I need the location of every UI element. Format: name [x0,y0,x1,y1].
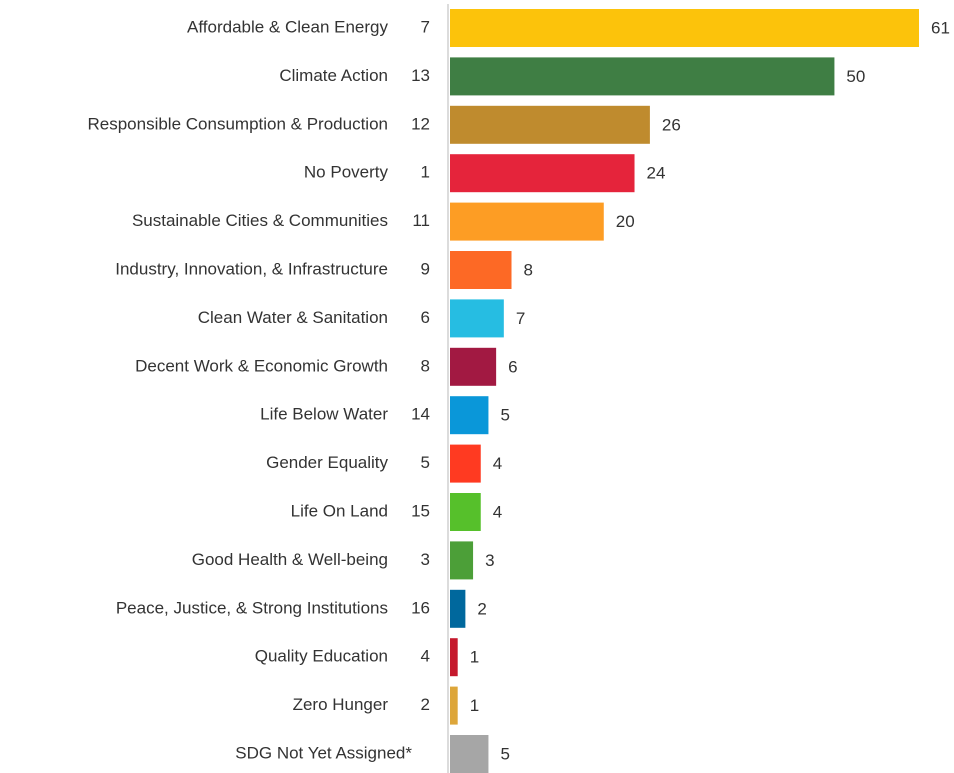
goal-number: 1 [421,163,430,182]
goal-number: 14 [411,405,430,424]
value-label: 61 [931,18,950,37]
value-label: 4 [493,502,502,521]
goal-number: 5 [421,453,430,472]
bar [450,735,489,773]
value-label: 6 [508,357,517,376]
category-label: Industry, Innovation, & Infrastructure [115,259,388,278]
bar [450,686,458,725]
value-label: 1 [470,696,479,715]
goal-number: 8 [421,356,430,375]
value-label: 2 [477,599,486,618]
category-label: SDG Not Yet Assigned* [235,743,412,762]
bar [450,57,835,96]
category-label: Life On Land [291,501,388,520]
goal-number: 3 [421,550,430,569]
category-label: Good Health & Well-being [192,550,388,569]
goal-number: 9 [421,259,430,278]
goal-number: 12 [411,114,430,133]
goal-number: 16 [411,598,430,617]
goal-number: 15 [411,501,430,520]
value-label: 7 [516,309,525,328]
bar [450,105,650,144]
bar [450,9,919,47]
bar [450,251,512,289]
goal-number: 11 [412,211,430,230]
category-label: Decent Work & Economic Growth [135,356,388,375]
value-label: 50 [846,67,865,86]
bar [450,347,497,386]
bar [450,202,604,241]
category-label: Peace, Justice, & Strong Institutions [116,598,388,617]
value-label: 1 [470,648,479,667]
value-label: 8 [524,260,533,279]
category-label: Sustainable Cities & Communities [132,211,388,230]
bar [450,589,466,628]
bar [450,154,635,193]
goal-number: 4 [421,647,430,666]
bar [450,396,489,435]
value-label: 24 [647,164,666,183]
category-label: Climate Action [279,66,388,85]
value-label: 5 [500,744,509,763]
value-label: 5 [500,406,509,425]
value-label: 3 [485,551,494,570]
bar [450,638,458,677]
category-label: Quality Education [255,647,388,666]
category-label: Gender Equality [266,453,388,472]
bar [450,444,481,483]
category-label: No Poverty [304,163,389,182]
goal-number: 6 [421,308,430,327]
value-label: 26 [662,115,681,134]
category-label: Responsible Consumption & Production [87,114,388,133]
bar [450,299,504,338]
value-label: 4 [493,454,502,473]
bar [450,541,474,580]
category-label: Clean Water & Sanitation [198,308,388,327]
goal-number: 13 [411,66,430,85]
goal-number: 2 [421,695,430,714]
bar [450,493,481,531]
value-label: 20 [616,212,635,231]
goal-number: 7 [421,17,430,36]
category-label: Zero Hunger [293,695,389,714]
category-label: Life Below Water [260,405,388,424]
category-label: Affordable & Clean Energy [187,17,388,36]
